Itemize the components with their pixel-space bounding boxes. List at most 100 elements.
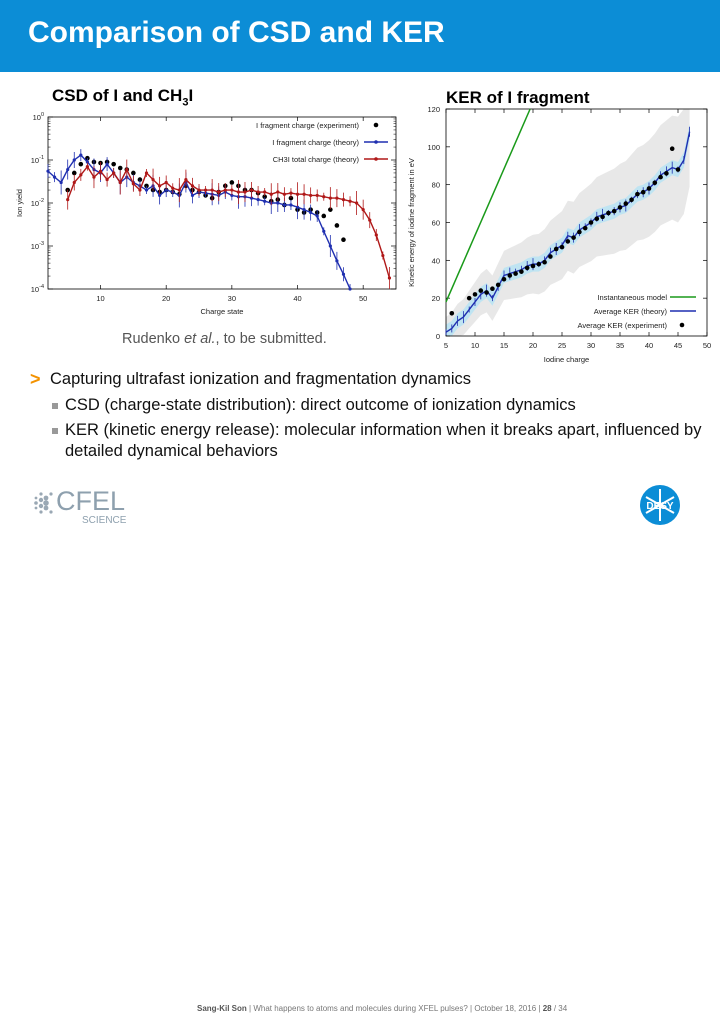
csd-series [46,149,392,291]
csd-theory-point [72,180,76,185]
csd-theory-point [177,188,181,192]
csd-chart: 10 20 30 40 50 10-4 10-3 10-2 10-1 100 Charge stat… [15,112,397,316]
ker-x-tick-label: 30 [587,341,595,350]
ker-experiment-point [646,186,652,191]
csd-experiment-point [328,207,333,212]
csd-theory-point [341,272,346,276]
csd-theory-point [381,253,385,258]
ker-experiment-point [513,271,518,276]
csd-theory-point [85,165,89,169]
ker-experiment-point [669,146,675,152]
csd-theory-point [236,190,241,194]
ker-legend-label: Average KER (experiment) [578,321,668,330]
left-panel-title: CSD of I and CH3I [52,86,193,108]
csd-theory-point [269,192,273,196]
ker-x-tick-label: 15 [500,341,508,350]
csd-theory-point [164,188,168,192]
csd-theory-point [164,180,168,185]
csd-theory-point [322,195,326,199]
csd-theory-point [190,184,195,188]
ker-experiment-point [600,214,605,220]
csd-theory-point [243,190,247,194]
csd-theory-point [210,188,214,192]
csd-theory-point [230,188,234,192]
csd-experiment-point [229,180,235,185]
ker-experiment-point [594,216,600,222]
csd-theory-point [276,201,280,205]
ker-x-tick-label: 5 [444,341,448,350]
ker-experiment-point [559,244,565,250]
footer-info: | What happens to atoms and molecules du… [249,1004,541,1013]
ker-experiment-point [582,225,588,231]
csd-x-tick-label: 30 [228,294,236,303]
ker-x-tick-label: 45 [674,341,682,350]
csd-theory-point [138,188,142,192]
bullet-main: > Capturing ultrafast ionization and fra… [30,369,710,389]
ker-x-axis-label: Iodine charge [544,355,589,364]
cfel-logo-mark-icon [34,492,53,514]
csd-theory-point [144,188,149,192]
csd-x-tick-label: 20 [162,294,170,303]
csd-theory-point [295,205,300,209]
csd-legend: I fragment charge (experiment) I fragment… [256,121,388,164]
csd-y-axis-label: Ion yield [15,189,24,217]
csd-theory-point [302,192,306,196]
csd-theory-point [190,193,195,198]
csd-x-tick-label: 10 [96,294,104,303]
ker-x-tick-label: 40 [645,341,653,350]
csd-theory-point [171,186,175,190]
csd-theory-point [223,188,227,192]
ker-y-tick-label: 40 [432,256,440,265]
csd-theory-point [302,208,306,212]
ker-experiment-point [553,246,559,252]
ker-experiment-point [519,269,524,274]
bullet-text: Capturing ultrafast ionization and fragm… [50,370,471,388]
csd-theory-point [79,173,83,177]
ker-experiment-point [490,286,495,292]
ker-experiment-point [664,171,669,176]
bullet-arrow-icon: > [30,369,41,389]
csd-theory-point [341,197,346,202]
ker-experiment-point [524,265,530,271]
csd-theory-point [368,218,372,222]
ker-experiment-point [617,205,623,210]
csd-axes: 10 20 30 40 50 10-4 10-3 10-2 10-1 100 Charge stat… [15,112,397,316]
ker-experiment-point [623,201,629,206]
ker-instantaneous-line [445,108,531,303]
csd-theory-point [92,175,96,179]
ker-experiment-point [449,311,455,316]
csd-experiment-point [341,237,346,243]
csd-experiment-point [71,170,77,176]
title-bar: Comparison of CSD and KER [0,0,720,72]
ker-legend: Instantaneous model Average KER (theory) A… [578,293,696,330]
ker-experiment-point [478,288,484,293]
footer: CFEL SCIENCE Sang-Kil Son | What happens… [0,485,720,1013]
ker-x-tick-label: 20 [529,341,537,350]
cfel-logo-text: CFEL [56,486,125,516]
ker-experiment-point [658,174,663,180]
citation-suffix: , to be submitted. [215,331,327,347]
footer-total: / 34 [553,1004,568,1013]
ker-y-tick-label: 0 [436,332,440,341]
csd-theory-point [282,203,286,207]
csd-theory-point [151,178,155,182]
csd-theory-point [289,203,293,207]
cfel-logo: CFEL SCIENCE [34,486,127,526]
csd-theory-point [158,184,162,188]
ker-experiment-point [635,191,640,197]
ker-experiment-point [507,273,513,278]
ker-experiment-point [577,229,582,235]
csd-theory-point [309,210,313,215]
csd-theory-point [197,188,201,192]
footer-page: 28 [542,1004,552,1013]
desy-logo: DESY [640,485,680,525]
csd-theory-point [355,201,359,205]
ker-experiment-point [530,263,536,269]
csd-legend-marker [374,140,378,144]
csd-theory-point [144,171,149,175]
ker-experiment-point [548,254,553,259]
ker-experiment-point [629,197,634,203]
ker-experiment-point [675,167,681,172]
csd-theory-point [217,190,221,194]
csd-theory-point [230,193,234,198]
